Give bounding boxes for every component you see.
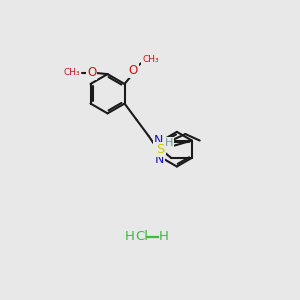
Text: Cl: Cl <box>136 230 149 244</box>
Text: CH₃: CH₃ <box>142 56 159 64</box>
Text: O: O <box>87 67 97 80</box>
Text: N: N <box>154 134 163 147</box>
Text: N: N <box>154 152 164 166</box>
Text: O: O <box>129 64 138 77</box>
Text: CH₃: CH₃ <box>63 68 80 77</box>
Text: H: H <box>164 138 173 148</box>
Text: H: H <box>159 230 169 244</box>
Text: N: N <box>154 144 163 157</box>
Text: H: H <box>124 230 134 244</box>
Text: S: S <box>157 143 165 156</box>
